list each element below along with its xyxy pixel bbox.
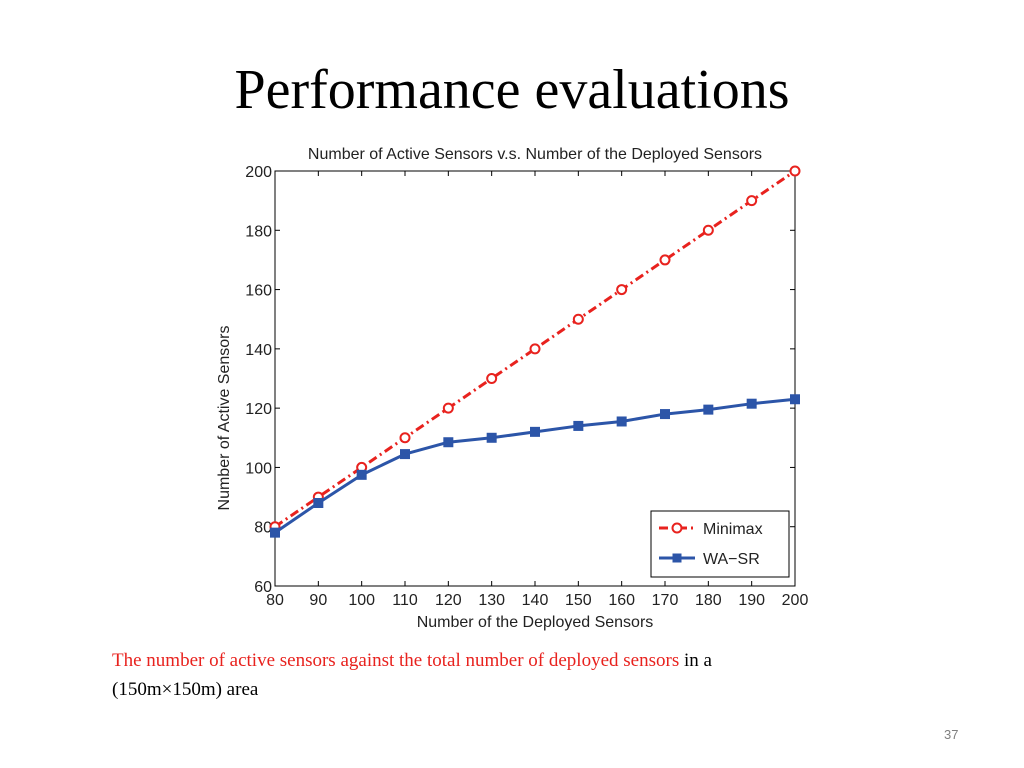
data-point [486,373,498,384]
caption-rest-2: (150m×150m) area [112,679,259,700]
data-point [573,420,584,431]
x-tick-label: 140 [522,592,549,609]
x-tick-label: 100 [348,592,375,609]
legend-item: Minimax [659,521,763,538]
y-tick-label: 140 [245,342,272,359]
line-chart: Number of Active Sensors v.s. Number of … [216,146,808,631]
x-tick-label: 130 [478,592,505,609]
data-point [443,437,454,448]
y-tick-label: 120 [245,401,272,418]
x-tick-label: 170 [652,592,679,609]
x-tick-label: 110 [392,592,418,609]
legend-item: WA−SR [659,551,760,568]
series-wa-sr [270,394,800,538]
caption-rest-1: in a [679,650,712,671]
data-point [616,284,628,296]
y-axis-label: Number of Active Sensors [216,326,233,511]
legend-box [650,510,790,578]
legend: Minimax WA−SR [650,510,790,578]
x-tick-label: 90 [309,592,327,609]
y-tick-label: 80 [254,520,272,537]
y-tick-label: 180 [245,223,272,240]
data-point [572,313,584,325]
data-point [442,402,454,414]
data-point [702,224,714,236]
x-axis-label: Number of the Deployed Sensors [417,614,654,631]
data-point [270,527,280,538]
slide-number: 37 [944,727,959,742]
data-point [660,409,670,420]
legend-marker [672,553,682,563]
slide-title: Performance evaluations [234,59,790,121]
x-tick-label: 80 [266,592,284,609]
data-point [789,165,801,177]
x-tick-label: 160 [608,592,635,609]
slide-caption: The number of active sensors against the… [112,646,952,704]
chart-title: Number of Active Sensors v.s. Number of … [308,146,762,163]
x-tick-label: 200 [782,592,809,609]
data-point [399,432,411,444]
data-point [790,394,800,405]
legend-marker [671,522,683,534]
y-tick-label: 100 [245,460,272,477]
data-point [400,449,410,460]
y-tick-label: 160 [245,283,272,300]
data-point [746,195,758,207]
data-point [616,416,627,427]
x-tick-label: 150 [565,592,592,609]
legend-label: WA−SR [703,551,760,568]
x-tick-label: 190 [738,592,765,609]
x-tick-label: 180 [695,592,722,609]
data-point [356,469,367,480]
x-tick-label: 120 [435,592,462,609]
data-point [313,498,324,508]
data-point [746,398,757,409]
tick-labels: 80 90 100 110 120 130 140 150 160 170 180 190 200608… [245,164,808,609]
axis-ticks [274,170,796,587]
caption-highlight: The number of active sensors against the… [112,650,680,671]
data-point [659,254,671,266]
y-tick-label: 60 [254,579,272,596]
data-point [530,426,540,437]
y-tick-label: 200 [245,164,272,181]
series-layer [269,165,801,538]
data-point [703,404,714,415]
data-point [529,343,541,355]
legend-label: Minimax [703,521,763,538]
data-point [486,432,497,443]
